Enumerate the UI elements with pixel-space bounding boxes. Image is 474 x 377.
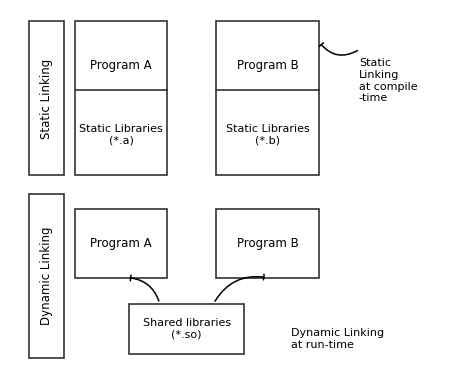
Text: Program A: Program A: [90, 237, 152, 250]
Text: Dynamic Linking
at run-time: Dynamic Linking at run-time: [291, 328, 384, 350]
Bar: [216, 21, 319, 176]
Bar: [75, 209, 167, 277]
Text: Static Linking: Static Linking: [40, 58, 53, 139]
Text: Shared libraries
(*.so): Shared libraries (*.so): [143, 318, 231, 340]
Text: Static
Linking
at compile
-time: Static Linking at compile -time: [359, 58, 418, 103]
Text: Program B: Program B: [237, 237, 298, 250]
Bar: [28, 21, 64, 176]
Text: Program A: Program A: [90, 60, 152, 72]
Bar: [216, 209, 319, 277]
Bar: [75, 21, 167, 176]
Bar: [129, 303, 244, 354]
Text: Program B: Program B: [237, 60, 298, 72]
Text: Static Libraries
(*.a): Static Libraries (*.a): [79, 124, 163, 146]
Text: Dynamic Linking: Dynamic Linking: [40, 227, 53, 325]
Bar: [28, 194, 64, 357]
Text: Static Libraries
(*.b): Static Libraries (*.b): [226, 124, 310, 146]
